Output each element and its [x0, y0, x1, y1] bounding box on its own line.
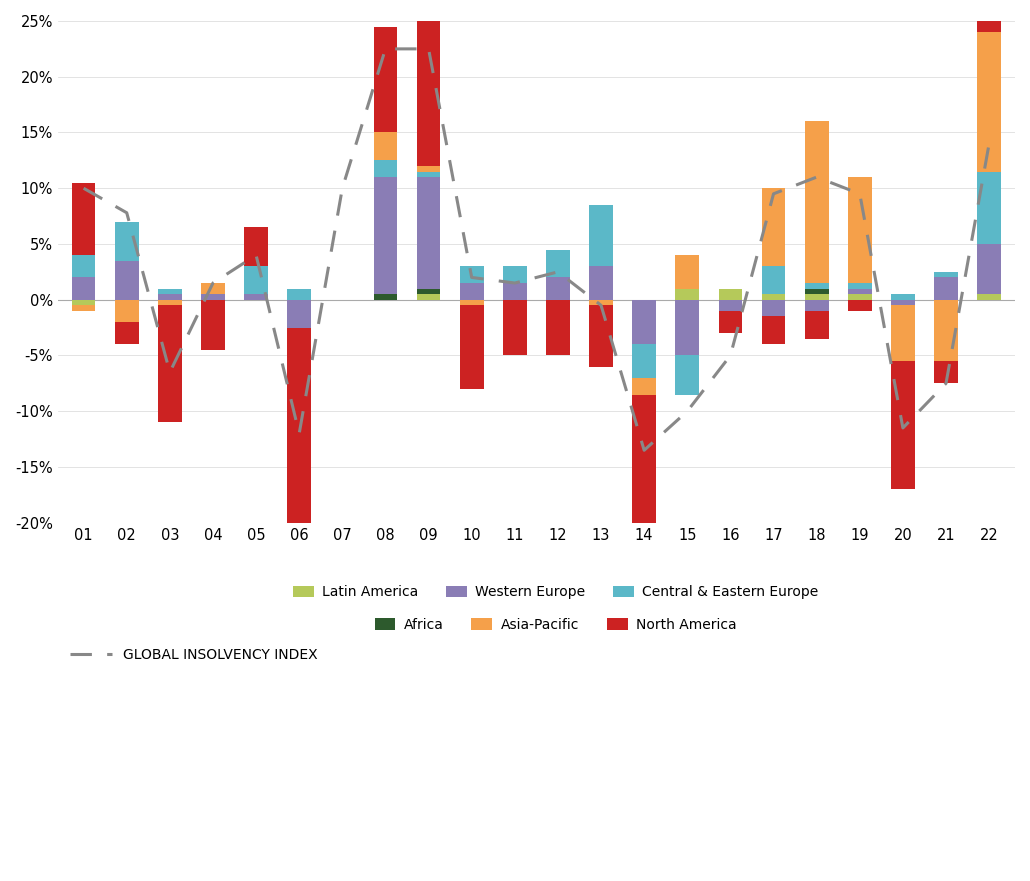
Bar	[72, 300, 96, 306]
Bar	[848, 300, 871, 311]
Bar	[934, 300, 958, 361]
Bar	[417, 172, 441, 177]
Bar	[287, 300, 311, 328]
Bar	[546, 278, 570, 300]
Bar	[72, 255, 96, 278]
Bar	[459, 283, 483, 300]
Bar	[244, 294, 268, 300]
Bar	[589, 300, 613, 306]
Bar	[934, 278, 958, 300]
Bar	[676, 300, 699, 356]
Bar	[891, 294, 915, 300]
Bar	[804, 311, 828, 339]
Bar	[891, 361, 915, 489]
Bar	[848, 294, 871, 300]
Bar	[72, 306, 96, 311]
Bar	[417, 166, 441, 172]
Bar	[848, 289, 871, 294]
Bar	[848, 283, 871, 289]
Bar	[459, 300, 483, 306]
Bar	[201, 283, 225, 294]
Bar	[804, 300, 828, 311]
Bar	[503, 300, 526, 356]
Bar	[201, 300, 225, 350]
Bar	[977, 172, 1001, 244]
Bar	[287, 289, 311, 300]
Bar	[374, 132, 398, 160]
Bar	[546, 300, 570, 356]
Bar	[891, 300, 915, 306]
Bar	[848, 177, 871, 283]
Bar	[459, 266, 483, 283]
Bar	[804, 122, 828, 283]
Bar	[761, 189, 786, 266]
Bar	[719, 289, 743, 300]
Bar	[115, 322, 139, 344]
Bar	[632, 300, 656, 344]
Bar	[115, 261, 139, 300]
Bar	[804, 283, 828, 289]
Bar	[891, 306, 915, 361]
Bar	[589, 306, 613, 366]
Bar	[374, 160, 398, 177]
Bar	[417, 294, 441, 300]
Bar	[632, 344, 656, 378]
Bar	[934, 272, 958, 278]
Bar	[72, 182, 96, 255]
Bar	[201, 294, 225, 300]
Bar	[589, 205, 613, 266]
Bar	[72, 278, 96, 300]
Bar	[115, 300, 139, 322]
Bar	[417, 177, 441, 289]
Bar	[158, 300, 181, 306]
Bar	[719, 311, 743, 333]
Bar	[761, 300, 786, 316]
Bar	[503, 283, 526, 300]
Bar	[804, 294, 828, 300]
Bar	[977, 16, 1001, 32]
Bar	[244, 266, 268, 294]
Bar	[503, 266, 526, 283]
Bar	[417, 289, 441, 294]
Bar	[546, 249, 570, 278]
Bar	[804, 289, 828, 294]
Bar	[632, 378, 656, 395]
Bar	[374, 294, 398, 300]
Bar	[417, 0, 441, 166]
Bar	[977, 244, 1001, 294]
Bar	[459, 306, 483, 389]
Bar	[115, 222, 139, 261]
Bar	[977, 32, 1001, 172]
Bar	[934, 361, 958, 383]
Bar	[676, 289, 699, 300]
Bar	[632, 395, 656, 556]
Bar	[977, 294, 1001, 300]
Bar	[374, 26, 398, 132]
Bar	[719, 300, 743, 311]
Bar	[761, 266, 786, 294]
Bar	[761, 316, 786, 344]
Bar	[287, 328, 311, 539]
Bar	[158, 306, 181, 422]
Bar	[589, 266, 613, 300]
Bar	[244, 227, 268, 266]
Bar	[761, 294, 786, 300]
Bar	[158, 294, 181, 300]
Bar	[676, 255, 699, 289]
Legend: GLOBAL INSOLVENCY INDEX: GLOBAL INSOLVENCY INDEX	[65, 642, 323, 668]
Bar	[676, 356, 699, 395]
Bar	[374, 177, 398, 294]
Bar	[158, 289, 181, 294]
